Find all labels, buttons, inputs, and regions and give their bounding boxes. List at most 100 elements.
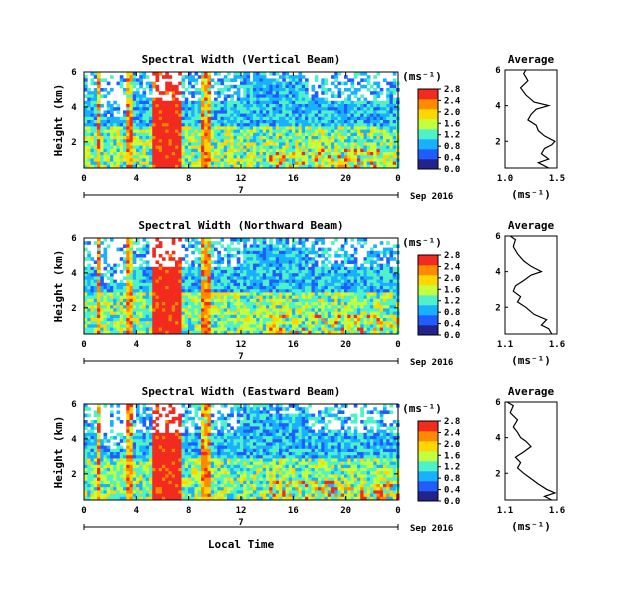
- colorbar-segment: [418, 139, 438, 149]
- heatmap-cell: [377, 130, 381, 134]
- heatmap-cell: [178, 280, 182, 284]
- heatmap-cell: [292, 289, 296, 293]
- heatmap-cell: [273, 78, 277, 82]
- heatmap-cell: [321, 152, 325, 156]
- heatmap-cell: [367, 123, 371, 127]
- heatmap-cell: [276, 146, 280, 150]
- heatmap-cell: [165, 251, 169, 255]
- heatmap-cell: [191, 126, 195, 130]
- heatmap-cell: [354, 305, 358, 309]
- heatmap-cell: [266, 94, 270, 98]
- heatmap-cell: [308, 149, 312, 153]
- heatmap-cell: [377, 308, 381, 312]
- heatmap-cell: [299, 264, 303, 268]
- heatmap-cell: [370, 85, 374, 89]
- heatmap-cell: [299, 130, 303, 134]
- heatmap-cell: [357, 155, 361, 159]
- heatmap-cell: [243, 126, 247, 130]
- heatmap-cell: [367, 139, 371, 143]
- heatmap-cell: [364, 110, 368, 114]
- heatmap-cell: [253, 244, 257, 248]
- heatmap-cell: [227, 244, 231, 248]
- heatmap-cell: [299, 318, 303, 322]
- heatmap-cell: [315, 312, 319, 316]
- heatmap-cell: [201, 312, 205, 316]
- heatmap-cell: [227, 302, 231, 306]
- heatmap-cell: [312, 155, 316, 159]
- heatmap-cell: [250, 267, 254, 271]
- heatmap-cell: [204, 267, 208, 271]
- heatmap-cell: [230, 126, 234, 130]
- heatmap-cell: [373, 283, 377, 287]
- heatmap-cell: [146, 302, 150, 306]
- heatmap-cell: [347, 324, 351, 328]
- heatmap-cell: [344, 136, 348, 140]
- heatmap-cell: [364, 117, 368, 121]
- heatmap-cell: [289, 321, 293, 325]
- heatmap-cell: [318, 149, 322, 153]
- heatmap-cell: [338, 126, 342, 130]
- heatmap-cell: [162, 302, 166, 306]
- heatmap-cell: [292, 126, 296, 130]
- heatmap-cell: [211, 110, 215, 114]
- heatmap-cell: [302, 107, 306, 111]
- heatmap-cell: [269, 241, 273, 245]
- heatmap-cell: [162, 75, 166, 79]
- heatmap-cell: [318, 286, 322, 290]
- heatmap-cell: [188, 142, 192, 146]
- heatmap-cell: [321, 302, 325, 306]
- heatmap-cell: [149, 126, 153, 130]
- heatmap-cell: [269, 104, 273, 108]
- heatmap-cell: [373, 270, 377, 274]
- heatmap-cell: [273, 270, 277, 274]
- heatmap-cell: [295, 146, 299, 150]
- heatmap-cell: [243, 312, 247, 316]
- heatmap-cell: [305, 155, 309, 159]
- heatmap-cell: [159, 286, 163, 290]
- heatmap-cell: [84, 292, 88, 296]
- heatmap-cell: [302, 142, 306, 146]
- heatmap-cell: [198, 149, 202, 153]
- heatmap-cell: [152, 123, 156, 127]
- heatmap-cell: [130, 130, 134, 134]
- heatmap-cell: [123, 267, 127, 271]
- heatmap-cell: [367, 152, 371, 156]
- heatmap-cell: [84, 155, 88, 159]
- heatmap-cell: [282, 139, 286, 143]
- heatmap-cell: [289, 264, 293, 268]
- heatmap-cell: [234, 248, 238, 252]
- heatmap-cell: [286, 292, 290, 296]
- heatmap-cell: [104, 120, 108, 124]
- heatmap-cell: [286, 94, 290, 98]
- heatmap-cell: [383, 146, 387, 150]
- heatmap-cell: [279, 318, 283, 322]
- heatmap-cell: [195, 107, 199, 111]
- heatmap-cell: [117, 318, 121, 322]
- heatmap-cell: [302, 292, 306, 296]
- heatmap-cell: [393, 130, 397, 134]
- heatmap-cell: [107, 299, 111, 303]
- heatmap-cell: [364, 85, 368, 89]
- heatmap-cell: [201, 162, 205, 166]
- heatmap-cell: [175, 260, 179, 264]
- heatmap-cell: [367, 257, 371, 261]
- heatmap-cell: [113, 101, 117, 105]
- heatmap-cell: [230, 162, 234, 166]
- heatmap-cell: [373, 82, 377, 86]
- heatmap-cell: [299, 289, 303, 293]
- heatmap-cell: [126, 280, 130, 284]
- heatmap-cell: [373, 302, 377, 306]
- heatmap-cell: [237, 251, 241, 255]
- heatmap-cell: [364, 114, 368, 118]
- heatmap-cell: [113, 107, 117, 111]
- heatmap-cell: [360, 267, 364, 271]
- heatmap-cell: [227, 321, 231, 325]
- heatmap-cell: [87, 158, 91, 162]
- heatmap-cell: [279, 305, 283, 309]
- heatmap-cell: [133, 270, 137, 274]
- heatmap-cell: [312, 296, 316, 300]
- heatmap-cell: [126, 241, 130, 245]
- heatmap-cell: [97, 299, 101, 303]
- heatmap-cell: [217, 286, 221, 290]
- heatmap-cell: [305, 312, 309, 316]
